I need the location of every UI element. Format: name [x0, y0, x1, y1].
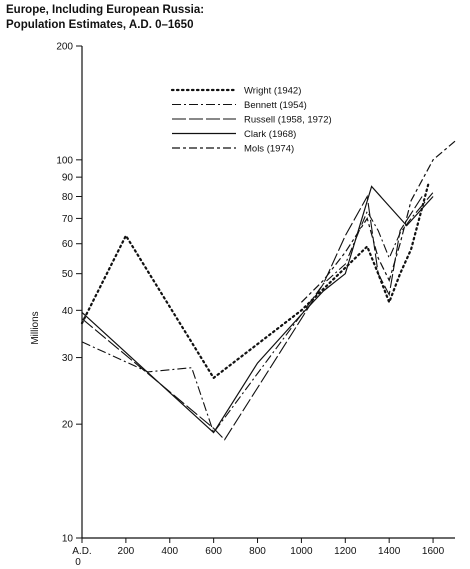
legend: Wright (1942) Bennett (1954) Russell (1958… — [170, 86, 332, 155]
y-tick-label: 80 — [62, 192, 74, 203]
series-line-0 — [80, 181, 430, 380]
chart-title: Europe, Including European Russia: Popul… — [6, 3, 204, 33]
series-line-3 — [81, 185, 434, 434]
x-tick-label: 1600 — [422, 546, 445, 557]
x-tick-label: A.D. — [72, 546, 91, 557]
series-line-2 — [81, 194, 423, 441]
legend-label: Clark (1968) — [244, 129, 296, 140]
x-tick-label: 1200 — [334, 546, 357, 557]
y-tick-label: 40 — [62, 306, 74, 317]
x-tick-label: 600 — [205, 546, 222, 557]
x-tick-label: 800 — [249, 546, 266, 557]
legend-label: Russell (1958, 1972) — [244, 115, 332, 126]
chart-title-line1: Europe, Including European Russia: — [6, 4, 205, 16]
legend-label: Wright (1942) — [244, 86, 301, 97]
x-tick-label: 1000 — [290, 546, 313, 557]
y-tick-label: 30 — [62, 353, 74, 364]
y-tick-label: 100 — [56, 155, 73, 166]
series-line-4 — [300, 140, 456, 303]
y-tick-label: 20 — [62, 420, 74, 431]
y-tick-label: 60 — [62, 239, 74, 250]
y-tick-label: 10 — [62, 534, 74, 545]
y-axis-label: Millions — [30, 311, 41, 344]
x-tick-label: 1400 — [378, 546, 401, 557]
y-tick-label: 200 — [56, 42, 73, 53]
legend-label: Mols (1974) — [244, 144, 294, 155]
legend-label: Bennett (1954) — [244, 100, 307, 111]
y-ticks: 10 20 30 40 50 60 70 80 90 100 200 — [56, 42, 82, 545]
y-tick-label: 90 — [62, 173, 74, 184]
chart-title-line2: Population Estimates, A.D. 0–1650 — [6, 19, 194, 31]
x-tick-label: 200 — [118, 546, 135, 557]
y-tick-label: 70 — [62, 214, 74, 225]
series-line-1 — [81, 192, 434, 434]
x-tick-label: 400 — [161, 546, 178, 557]
y-tick-label: 50 — [62, 269, 74, 280]
series-group — [80, 140, 456, 441]
x-tick-sublabel: 0 — [75, 557, 81, 568]
x-ticks: A.D. 200 400 600 800 1000 1200 1400 1600 0 — [72, 538, 445, 568]
